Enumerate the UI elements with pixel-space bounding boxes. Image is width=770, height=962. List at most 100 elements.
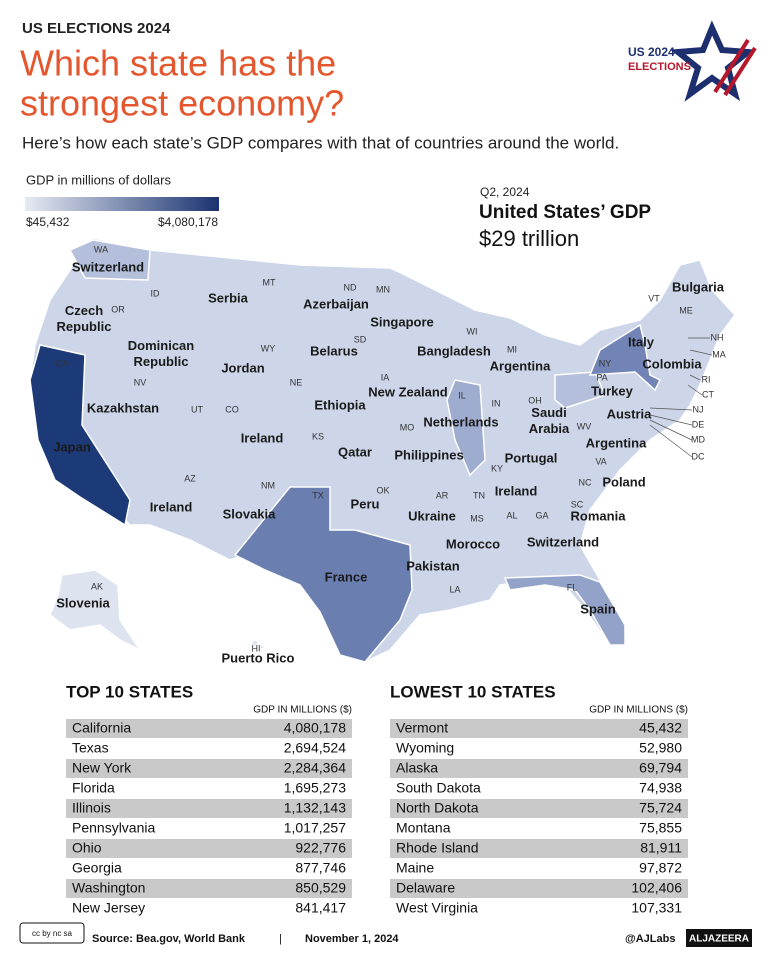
map-labels: WA OR CA NV ID MT WY UT CO AZ NM ND SD NE KS OK TX MN IA MO… [53, 244, 726, 665]
state-abbr: IA [381, 372, 390, 382]
state-abbr: AL [506, 510, 517, 520]
state-il [446, 379, 486, 477]
credit: @AJLabs [625, 933, 675, 945]
footer: cc by nc sa Source: Bea.gov, World Bank … [19, 922, 752, 947]
country-label: Colombia [642, 356, 702, 371]
state-name: Montana [396, 820, 451, 836]
state-abbr: TX [312, 490, 324, 500]
gdp-value: 1,695,273 [284, 780, 346, 796]
state-abbr: IN [492, 398, 501, 408]
table-row-band [66, 879, 352, 898]
state-name: Pennsylvania [72, 820, 155, 836]
state-abbr: HI [252, 643, 261, 653]
state-abbr: DE [692, 419, 705, 429]
state-abbr: CT [702, 389, 714, 399]
state-abbr: GA [535, 510, 548, 520]
country-label: Bangladesh [417, 343, 491, 358]
country-label: Slovakia [223, 506, 277, 521]
license-badge [19, 922, 85, 944]
table-row-band [66, 759, 352, 778]
state-abbr: WA [94, 244, 108, 254]
state-abbr: AR [436, 490, 449, 500]
state-abbr: OH [528, 395, 542, 405]
state-abbr: NE [290, 377, 303, 387]
state-abbr: NH [711, 332, 724, 342]
state-pa [554, 371, 607, 409]
state-abbr: MN [376, 284, 390, 294]
country-label: Italy [628, 334, 655, 349]
state-wa [68, 239, 151, 281]
kicker: US ELECTIONS 2024 [22, 20, 171, 37]
state-abbr: KY [491, 463, 503, 473]
state-ny [588, 323, 662, 392]
state-abbr: UT [191, 404, 203, 414]
logo: US 2024 ELECTIONS [628, 20, 757, 102]
gdp-value: 102,406 [631, 880, 682, 896]
state-abbr: DC [692, 451, 705, 461]
country-label: Ethiopia [314, 397, 366, 412]
table-row-band [390, 839, 688, 858]
gdp-value: 107,331 [631, 900, 682, 916]
country-label: Philippines [394, 447, 463, 462]
state-abbr: MO [400, 422, 415, 432]
country-label: Spain [580, 601, 615, 616]
country-label: Puerto Rico [222, 650, 295, 665]
legend-min: $45,432 [26, 215, 70, 229]
legend-bar [25, 197, 219, 211]
gdp-value: 52,980 [639, 740, 682, 756]
source: Source: Bea.gov, World Bank [92, 933, 246, 945]
country-label: Peru [351, 496, 380, 511]
country-label: France [325, 569, 368, 584]
state-name: New Jersey [72, 900, 145, 916]
legend-max: $4,080,178 [158, 215, 218, 229]
state-abbr: CO [225, 404, 239, 414]
logo-text: US 2024 [628, 45, 675, 59]
column-header: GDP IN MILLIONS ($) [253, 705, 352, 716]
state-name: Rhode Island [396, 840, 479, 856]
state-name: Georgia [72, 860, 122, 876]
state-abbr: IL [458, 390, 466, 400]
state-abbr: TN [473, 490, 485, 500]
state-abbr: MS [470, 513, 484, 523]
state-name: Vermont [396, 720, 448, 736]
gdp-value: 97,872 [639, 860, 682, 876]
country-label: Portugal [505, 450, 558, 465]
state-abbr: MT [263, 277, 276, 287]
gdp-value: 850,529 [295, 880, 346, 896]
table-row-band [390, 799, 688, 818]
gdp-value: 1,132,143 [284, 800, 346, 816]
country-label: Singapore [370, 314, 434, 329]
state-name: Illinois [72, 800, 111, 816]
subtitle: Here’s how each state’s GDP compares wit… [22, 133, 619, 152]
gdp-value: 81,911 [640, 840, 682, 856]
country-label: Argentina [586, 435, 647, 450]
country-label: Kazakhstan [87, 400, 159, 415]
gdp-value: 75,724 [639, 800, 682, 816]
gdp-value: 74,938 [639, 780, 682, 796]
country-label: Romania [571, 508, 627, 523]
brand: ALJAZEERA [689, 934, 749, 945]
country-label: Pakistan [406, 558, 460, 573]
headline-value: $29 trillion [479, 226, 579, 251]
table-title: LOWEST 10 STATES [390, 682, 556, 701]
table-row-band [390, 759, 688, 778]
country-label: Turkey [591, 383, 633, 398]
date: November 1, 2024 [305, 933, 399, 945]
state-abbr: NM [261, 480, 275, 490]
state-abbr: VA [595, 456, 606, 466]
state-hi [259, 644, 265, 650]
state-abbr: WY [261, 343, 276, 353]
country-label: Slovenia [56, 595, 110, 610]
country-label: New Zealand [368, 384, 448, 399]
gdp-value: 2,284,364 [284, 760, 346, 776]
state-abbr: VT [648, 293, 660, 303]
brand-box [686, 929, 752, 947]
country-label: Switzerland [527, 534, 599, 549]
state-name: Texas [72, 740, 109, 756]
headline-label: United States’ GDP [479, 202, 651, 223]
gdp-value: 877,746 [295, 860, 346, 876]
title-line: Which state has the [20, 43, 336, 84]
state-fl [503, 574, 626, 646]
